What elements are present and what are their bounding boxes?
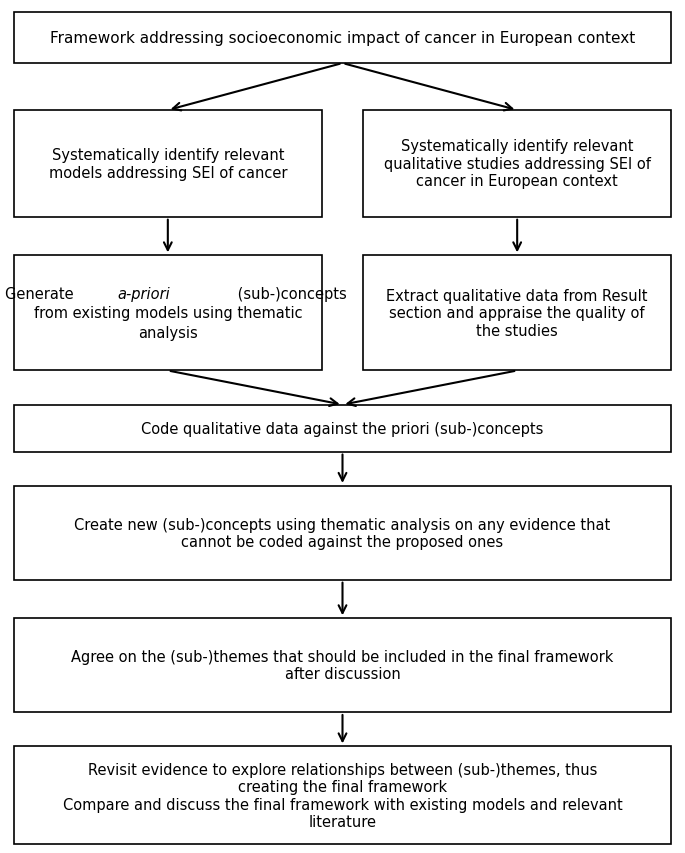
- Text: Systematically identify relevant
models addressing SEI of cancer: Systematically identify relevant models …: [49, 148, 287, 180]
- Bar: [14, 111, 322, 218]
- Text: a-priori: a-priori: [117, 287, 170, 301]
- Text: Systematically identify relevant
qualitative studies addressing SEI of
cancer in: Systematically identify relevant qualita…: [384, 139, 651, 189]
- Bar: [14, 405, 671, 452]
- Bar: [14, 13, 671, 64]
- Text: Extract qualitative data from Result
section and appraise the quality of
the stu: Extract qualitative data from Result sec…: [386, 288, 648, 339]
- Bar: [14, 746, 671, 844]
- Text: Framework addressing socioeconomic impact of cancer in European context: Framework addressing socioeconomic impac…: [50, 31, 635, 46]
- Bar: [14, 618, 671, 712]
- Text: Generate: Generate: [5, 287, 78, 301]
- Bar: [363, 111, 671, 218]
- Bar: [14, 256, 322, 371]
- Bar: [363, 256, 671, 371]
- Text: analysis: analysis: [138, 326, 198, 340]
- Bar: [14, 486, 671, 580]
- Text: Create new (sub-)concepts using thematic analysis on any evidence that
cannot be: Create new (sub-)concepts using thematic…: [75, 517, 610, 549]
- Text: Code qualitative data against the priori (sub-)concepts: Code qualitative data against the priori…: [141, 421, 544, 436]
- Text: Agree on the (sub-)themes that should be included in the final framework
after d: Agree on the (sub-)themes that should be…: [71, 649, 614, 682]
- Text: (sub-)concepts: (sub-)concepts: [234, 287, 347, 301]
- Text: Revisit evidence to explore relationships between (sub-)themes, thus
creating th: Revisit evidence to explore relationship…: [62, 762, 623, 829]
- Text: from existing models using thematic: from existing models using thematic: [34, 306, 302, 321]
